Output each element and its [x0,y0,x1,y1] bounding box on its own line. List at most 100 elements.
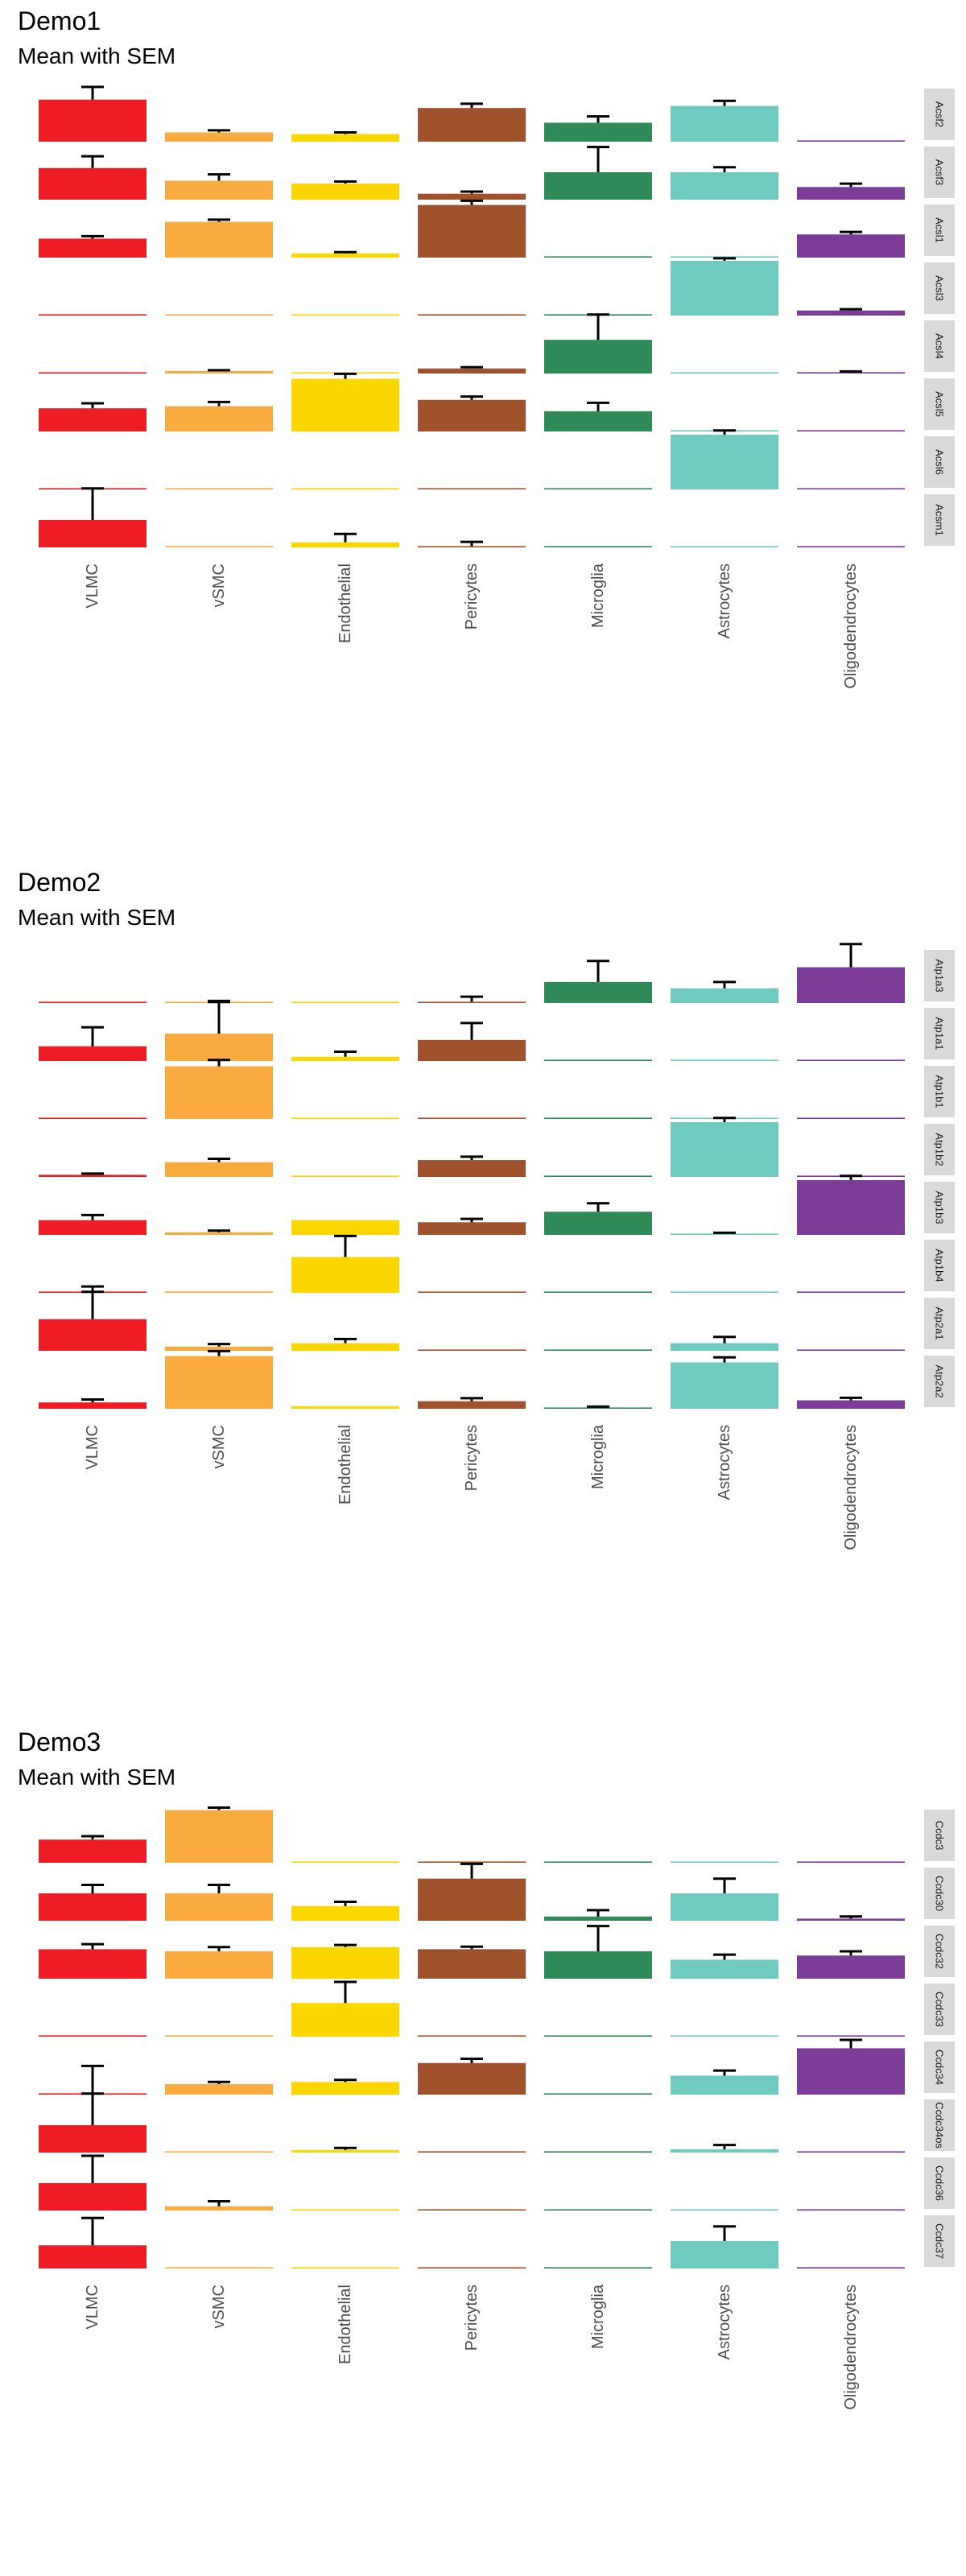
error-bar-ccdc3-vsmc [208,1806,230,1810]
bar-ccdc33-vsmc [165,2035,273,2037]
error-bar-acsf3-microglia [587,146,609,172]
error-bar-acsl4-pericytes [460,365,483,369]
facet-atp1b3 [39,1174,905,1235]
bar-acsf2-oligodendrocytes [797,140,905,142]
bar-atp1b2-microglia [544,1175,652,1177]
bar-ccdc32-oligodendrocytes [797,1955,905,1979]
bar-atp1b2-vsmc [165,1162,273,1177]
bar-acsl1-endothelial [291,253,399,258]
bar-acsl5-endothelial [291,378,399,431]
facet-strip-acsl6 [924,436,955,488]
error-bar-ccdc34os-endothelial [334,2146,357,2150]
facet-acsf3 [39,146,905,200]
bar-acsl4-vsmc [165,370,273,374]
facet-label-ccdc30: Ccdc30 [934,1876,946,1911]
facet-label-ccdc33: Ccdc33 [934,1992,946,2027]
error-bar-atp1a1-endothelial [334,1050,357,1057]
bar-ccdc30-endothelial [291,1905,399,1921]
error-bar-atp2a2-vsmc [208,1349,230,1356]
facet-strip-ccdc32 [924,1926,955,1977]
bar-acsf3-pericytes [418,193,526,200]
facet-strip-acsl3 [924,262,955,314]
facet-strip-atp2a1 [924,1298,955,1349]
error-bar-atp1a1-vsmc [208,1001,230,1034]
bar-acsl3-oligodendrocytes [797,310,905,316]
facet-acsl4 [39,313,905,374]
error-bar-ccdc36-vsmc [208,2199,230,2207]
facet-ccdc32 [39,1925,905,1979]
bar-atp1b4-oligodendrocytes [797,1291,905,1293]
bar-ccdc33-oligodendrocytes [797,2035,905,2037]
facet-ccdc36 [39,2154,905,2211]
error-bar-acsl3-astrocytes [713,257,736,261]
error-bar-atp1b1-vsmc [208,1059,230,1067]
error-bar-atp2a2-astrocytes [713,1356,736,1363]
bar-ccdc30-microglia [544,1916,652,1921]
facet-atp1b1 [39,1059,905,1119]
bar-atp1b4-endothelial [291,1257,399,1293]
bar-ccdc33-microglia [544,2035,652,2037]
error-bar-ccdc30-endothelial [334,1900,357,1906]
bar-ccdc36-pericytes [418,2209,526,2211]
facet-strip-ccdc3 [924,1810,955,1861]
error-bar-acsf3-endothelial [334,180,357,184]
bar-atp2a2-oligodendrocytes [797,1400,905,1409]
facet-ccdc30 [39,1862,905,1921]
bar-acsl3-astrocytes [671,261,778,316]
bar-ccdc34-microglia [544,2093,652,2095]
error-bar-ccdc30-microglia [587,1909,609,1917]
error-bar-atp1a3-astrocytes [713,980,736,989]
error-bar-ccdc34os-vlmc [81,2092,104,2125]
bar-ccdc37-oligodendrocytes [797,2267,905,2268]
error-bar-atp1b3-vlmc [81,1213,104,1220]
bar-ccdc36-endothelial [291,2209,399,2211]
facet-label-atp1b4: Atp1b4 [934,1249,946,1282]
error-bar-atp2a2-vlmc [81,1397,104,1403]
bar-acsl3-endothelial [291,314,399,316]
bar-ccdc3-oligodendrocytes [797,1861,905,1863]
chart-panel-demo3: Demo3 Mean with SEM Ccdc3 Ccdc30 Ccdc32 Ccd… [0,1728,966,2573]
bar-atp2a1-endothelial [291,1343,399,1351]
facet-strip-ccdc36 [924,2157,955,2209]
bar-acsl5-vlmc [39,408,147,431]
facet-atp2a2 [39,1349,905,1409]
bar-atp1b4-astrocytes [671,1291,778,1293]
bar-acsl5-microglia [544,411,652,431]
error-bar-ccdc34-vsmc [208,2080,230,2084]
bar-atp1b3-pericytes [418,1222,526,1235]
bar-ccdc37-astrocytes [671,2241,778,2268]
bar-atp1a1-vsmc [165,1034,273,1061]
error-bar-ccdc30-astrocytes [713,1877,736,1893]
bar-atp1a3-microglia [544,981,652,1003]
bar-ccdc34-pericytes [418,2062,526,2095]
chart-subtitle: Mean with SEM [18,43,176,68]
x-tick-label-vsmc: vSMC [210,564,228,607]
facet-acsm1 [39,487,905,547]
bar-atp1a1-microglia [544,1059,652,1061]
bar-ccdc34-astrocytes [671,2075,778,2095]
x-tick-label-oligodendrocytes: Oligodendrocytes [842,564,860,689]
error-bar-acsm1-endothelial [334,532,357,543]
bar-ccdc34os-oligodendrocytes [797,2151,905,2153]
error-bar-ccdc30-vlmc [81,1884,104,1893]
error-bar-atp2a1-endothelial [334,1337,357,1344]
facet-strip-acsm1 [924,494,955,546]
facet-strip-acsl4 [924,320,955,372]
error-bar-atp1b4-endothelial [334,1234,357,1257]
error-bar-acsl3-oligodendrocytes [840,308,862,311]
facet-strip-acsl1 [924,204,955,256]
bar-acsl6-pericytes [418,488,526,489]
x-tick-label-pericytes: Pericytes [463,1425,481,1491]
facet-strip-atp1b4 [924,1240,955,1291]
bar-ccdc33-pericytes [418,2035,526,2037]
error-bar-atp1a3-microglia [587,960,609,982]
error-bar-acsl4-microglia [587,313,609,341]
error-bar-acsf2-pericytes [460,102,483,109]
bar-acsl1-vsmc [165,221,273,258]
facet-ccdc37 [39,2216,905,2268]
bar-ccdc33-vlmc [39,2035,147,2037]
bar-ccdc34-vsmc [165,2083,273,2095]
bar-ccdc32-pericytes [418,1949,526,1979]
facet-strip-ccdc30 [924,1868,955,1919]
bar-atp1b2-endothelial [291,1175,399,1177]
